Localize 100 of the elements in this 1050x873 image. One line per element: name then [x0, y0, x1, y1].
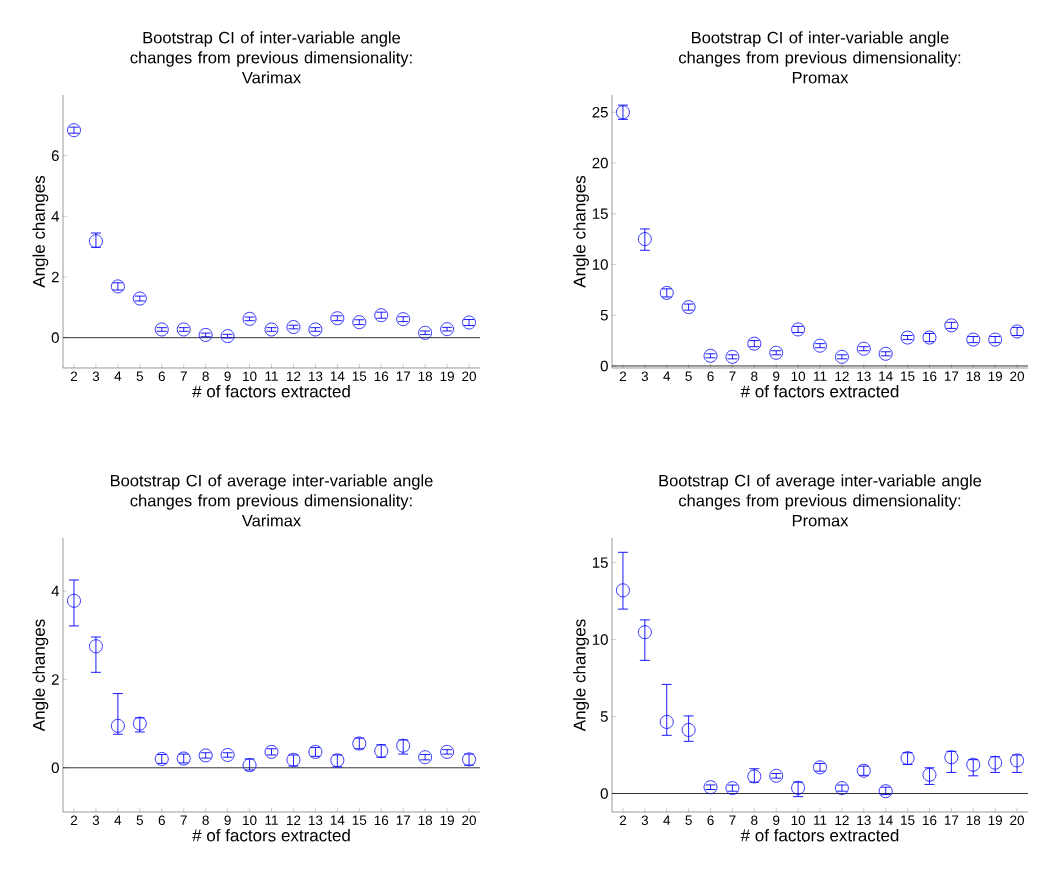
point	[352, 315, 367, 330]
point	[264, 744, 279, 759]
x-tick-label: 16	[923, 815, 937, 826]
chart-title: Bootstrap CI of average inter-variable angle changes from previous dimensionality:	[659, 474, 982, 510]
point	[198, 748, 213, 763]
x-tick-label: 15	[352, 815, 367, 825]
point	[242, 311, 257, 326]
point	[374, 308, 389, 323]
x-tick-label: 18	[966, 815, 981, 826]
point	[264, 322, 279, 337]
y-tick-label: 0	[51, 762, 59, 774]
x-tick-label: 5	[685, 815, 692, 825]
x-tick-label: 10	[243, 815, 257, 826]
x-tick-label: 11	[265, 815, 278, 825]
x-tick-label: 8	[202, 815, 209, 826]
point	[616, 583, 630, 598]
point	[813, 338, 827, 353]
point	[440, 322, 454, 337]
y-tick-label: 5	[600, 309, 608, 321]
x-tick-label: 2	[619, 371, 627, 381]
point	[659, 715, 674, 729]
x-tick-label: 8	[751, 371, 758, 382]
x-tick-label: 9	[224, 815, 231, 826]
x-tick-label: 6	[707, 815, 714, 826]
point	[396, 312, 411, 327]
x-tick-label: 15	[901, 371, 915, 381]
y-tick-label: 4	[51, 585, 60, 597]
y-tick-label: 15	[592, 557, 608, 568]
y-tick-label: 10	[592, 634, 608, 645]
point	[67, 123, 81, 138]
y-tick-label: 2	[51, 674, 59, 685]
x-tick-label: 4	[663, 371, 671, 381]
point	[681, 723, 696, 737]
x-tick-label: 16	[374, 371, 389, 382]
y-tick-label: 4	[51, 211, 60, 222]
x-tick-label: 19	[440, 815, 454, 826]
y-tick-label: 10	[592, 259, 608, 270]
x-tick-label: 2	[70, 815, 78, 825]
x-tick-label: 15	[352, 371, 367, 381]
x-tick-label: 9	[773, 815, 780, 826]
x-tick-label: 17	[396, 371, 411, 381]
x-tick-label: 7	[729, 815, 736, 825]
y-tick-label: 25	[592, 106, 608, 118]
x-tick-label: 3	[92, 815, 100, 826]
y-tick-label: 0	[600, 360, 608, 372]
point	[1010, 753, 1024, 768]
x-tick-label: 13	[857, 815, 871, 826]
x-tick-label: 11	[814, 371, 827, 381]
point	[725, 349, 740, 364]
point	[67, 593, 81, 608]
x-tick-label: 19	[440, 371, 454, 382]
x-tick-label: 13	[857, 371, 871, 382]
x-tick-label: 18	[966, 371, 981, 382]
x-tick-label: 17	[944, 815, 959, 825]
chart-title: Bootstrap CI of average inter-variable angle changes from previous dimensionality:	[110, 474, 433, 510]
x-tick-label: 7	[180, 371, 187, 381]
y-axis-title: Angle changes	[32, 175, 49, 288]
x-tick-label: 8	[751, 815, 758, 826]
y-tick-label: 20	[592, 157, 608, 169]
point	[966, 757, 981, 772]
x-tick-label: 16	[374, 815, 389, 826]
x-tick-label: 3	[641, 815, 649, 826]
chart-title: Bootstrap CI of inter-variable angle changes from previous dimensionality:	[679, 31, 961, 67]
x-tick-label: 6	[158, 815, 165, 826]
y-tick-label: 15	[592, 208, 608, 219]
chart-subtitle: Varimax	[241, 514, 301, 527]
point	[988, 332, 1003, 347]
x-tick-label: 4	[114, 371, 122, 381]
point	[462, 315, 476, 330]
x-tick-label: 5	[136, 815, 144, 825]
point	[330, 311, 345, 326]
point	[198, 328, 213, 342]
point	[703, 348, 718, 363]
x-tick-label: 14	[330, 371, 345, 381]
x-tick-label: 10	[243, 371, 257, 382]
x-tick-label: 2	[70, 371, 78, 381]
x-tick-label: 17	[396, 815, 411, 825]
x-tick-label: 9	[773, 371, 780, 382]
x-tick-label: 20	[1010, 815, 1025, 826]
x-axis-title: # of factors extracted	[192, 384, 350, 398]
x-tick-label: 17	[944, 371, 959, 381]
point	[440, 744, 454, 759]
point	[132, 291, 147, 306]
point	[154, 322, 169, 337]
point	[769, 345, 784, 360]
chart-subtitle: Promax	[792, 71, 849, 84]
x-axis-title: # of factors extracted	[192, 828, 350, 842]
x-tick-label: 7	[180, 815, 187, 825]
x-tick-label: 19	[988, 815, 1003, 826]
point	[418, 750, 433, 765]
point	[900, 330, 915, 345]
point	[286, 320, 301, 334]
point	[418, 325, 433, 340]
chart-subtitle: Varimax	[241, 71, 301, 84]
x-tick-label: 10	[791, 371, 806, 382]
x-tick-label: 14	[879, 815, 893, 825]
point	[769, 768, 784, 783]
x-tick-label: 4	[114, 815, 122, 825]
point	[703, 780, 718, 795]
x-tick-label: 12	[286, 815, 301, 825]
